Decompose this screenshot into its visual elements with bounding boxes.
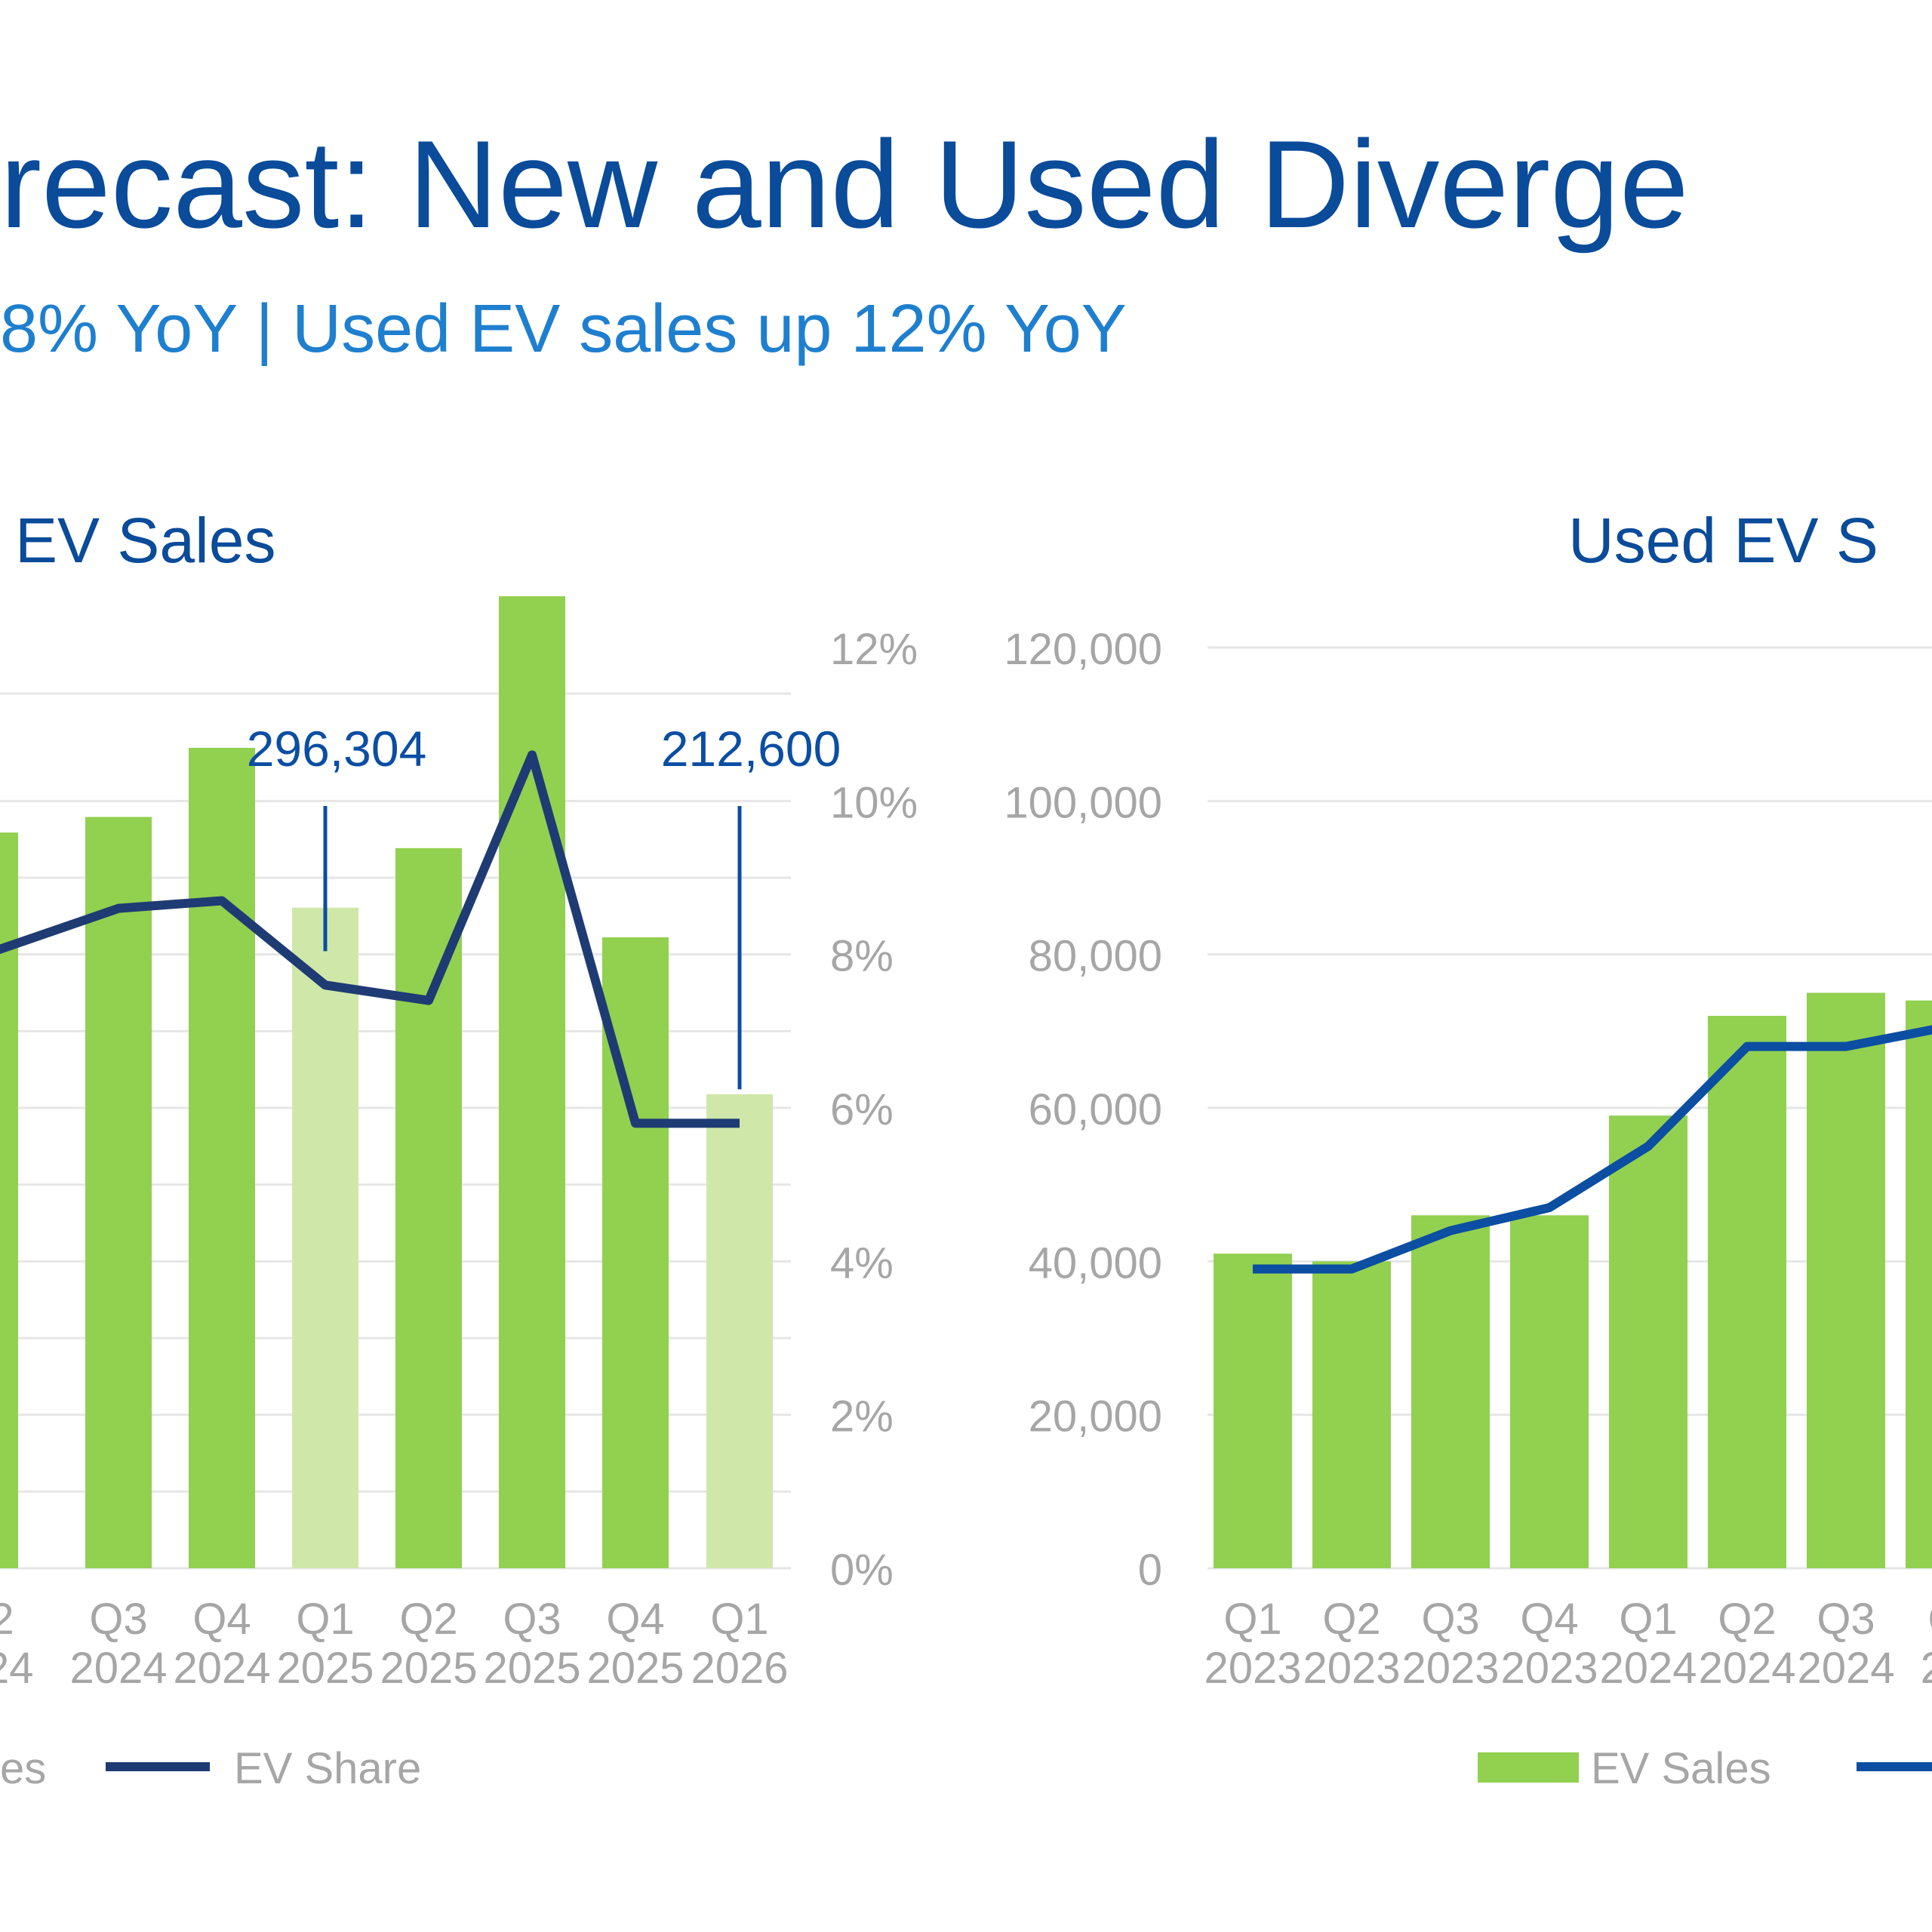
x-tick-quarter: Q1: [1619, 1595, 1677, 1644]
legend-label-sales: es: [0, 1744, 46, 1793]
bar: [1906, 1000, 1932, 1568]
page-subtitle: 8% YoY | Used EV sales up 12% YoY: [0, 291, 1127, 367]
x-tick-quarter: Q1: [296, 1595, 354, 1644]
x-tick-quarter: Q2: [1718, 1595, 1776, 1644]
bar: [1609, 1115, 1687, 1568]
annotation-label: 296,304: [247, 721, 427, 777]
y2-tick-label: 10%: [830, 778, 918, 827]
new-ev-sales-chart: EV Sales 0% 2% 4% 6% 8% 10% 12% 296,304 212,600 Q…: [0, 505, 918, 1793]
x-tick-year: 2025: [483, 1644, 580, 1693]
x-tick-year: 2024: [69, 1644, 167, 1693]
x-tick-year: 2025: [276, 1644, 374, 1693]
y-tick-label: 40,000: [1029, 1238, 1162, 1287]
bar: [1708, 1016, 1786, 1568]
x-tick-quarter: Q4: [1520, 1595, 1578, 1644]
x-tick-quarter: Q2: [0, 1595, 14, 1644]
bar: [292, 907, 358, 1568]
y2-tick-label: 12%: [830, 625, 918, 674]
bar: [189, 747, 255, 1568]
bar: [706, 1094, 773, 1568]
x-tick-year: 2024: [173, 1644, 270, 1693]
bar: [1510, 1215, 1589, 1568]
x-tick-year: 2026: [691, 1644, 788, 1693]
x-tick-year: 2024: [1698, 1644, 1795, 1693]
x-tick-year: 2023: [1303, 1644, 1400, 1693]
x-tick-year: 2024: [0, 1644, 34, 1693]
x-tick-quarter: Q1: [710, 1595, 768, 1644]
chart-title-new: EV Sales: [15, 505, 276, 576]
y-tick-label: 60,000: [1029, 1085, 1162, 1134]
legend-swatch-sales: [1478, 1752, 1579, 1783]
x-tick-year: 2023: [1500, 1644, 1598, 1693]
x-tick-year: 20: [1921, 1644, 1932, 1693]
y-tick-label: 120,000: [1004, 625, 1162, 674]
used-ev-sales-chart: Used EV S 0 20,000 40,000 60,000 80,000 100,0…: [1004, 505, 1932, 1793]
bar: [499, 596, 565, 1568]
y2-tick-label: 2%: [830, 1392, 894, 1441]
x-tick-quarter: Q: [1927, 1595, 1932, 1644]
y-tick-label: 100,000: [1004, 778, 1162, 827]
y-tick-label: 80,000: [1029, 932, 1162, 981]
x-tick-quarter: Q2: [399, 1595, 457, 1644]
chart-title-used: Used EV S: [1568, 505, 1878, 576]
x-tick-quarter: Q3: [1421, 1595, 1479, 1644]
legend-label-sales: EV Sales: [1591, 1744, 1771, 1793]
bar: [1807, 992, 1885, 1568]
bar: [0, 832, 18, 1568]
used-share-line: [1253, 1025, 1932, 1274]
bar: [1312, 1261, 1391, 1568]
annotation-label: 212,600: [661, 721, 841, 777]
bar: [1214, 1254, 1292, 1568]
x-tick-quarter: Q4: [606, 1595, 664, 1644]
y-tick-label: 20,000: [1029, 1392, 1162, 1441]
x-tick-year: 2025: [586, 1644, 684, 1693]
ev-share-line: [0, 750, 740, 1128]
y2-tick-label: 0%: [830, 1546, 894, 1595]
y2-tick-label: 4%: [830, 1238, 894, 1287]
x-tick-year: 2023: [1204, 1644, 1301, 1693]
y2-tick-label: 8%: [830, 932, 894, 981]
x-tick-quarter: Q1: [1223, 1595, 1281, 1644]
y2-tick-label: 6%: [830, 1085, 894, 1134]
bar: [1411, 1215, 1490, 1568]
x-tick-quarter: Q3: [503, 1595, 561, 1644]
x-tick-quarter: Q3: [89, 1595, 147, 1644]
x-tick-year: 2023: [1401, 1644, 1499, 1693]
x-tick-year: 2024: [1797, 1644, 1894, 1693]
page-title: recast: New and Used Diverge: [0, 115, 1689, 254]
x-tick-quarter: Q2: [1322, 1595, 1380, 1644]
bar: [395, 848, 462, 1568]
y-tick-label: 0: [1138, 1546, 1162, 1595]
x-tick-quarter: Q3: [1817, 1595, 1875, 1644]
x-tick-year: 2025: [380, 1644, 477, 1693]
bar: [85, 817, 152, 1568]
x-tick-quarter: Q4: [192, 1595, 251, 1644]
legend-label-share: EV Share: [234, 1744, 421, 1793]
x-tick-year: 2024: [1599, 1644, 1697, 1693]
